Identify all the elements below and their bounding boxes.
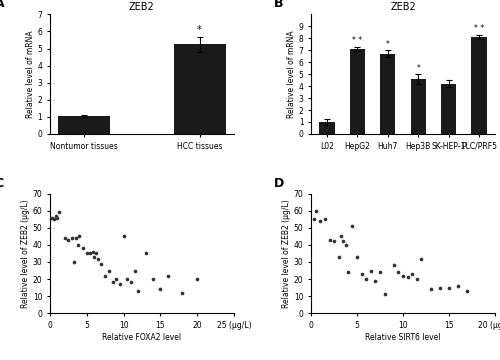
Point (101, 273, 109, 279)
Point (98, 261, 106, 266)
Text: * *: * * (474, 24, 484, 33)
Bar (320, 122, 334, 134)
Y-axis label: Relative level of mRNA: Relative level of mRNA (26, 30, 35, 118)
Point (178, 290, 186, 296)
Point (390, 262, 398, 268)
Text: D: D (274, 176, 284, 189)
Point (112, 276, 120, 282)
Y-axis label: Relative level of ZEB2 (μg/L): Relative level of ZEB2 (μg/L) (282, 199, 291, 308)
Point (418, 256, 426, 261)
Point (316, 218, 324, 224)
Point (394, 269, 402, 275)
Point (52, 213, 60, 219)
Point (334, 254, 342, 260)
Point (142, 251, 150, 256)
Point (362, 276, 370, 282)
Point (120, 234, 128, 239)
Point (127, 280, 135, 285)
Point (348, 223, 356, 229)
Point (380, 292, 388, 297)
Point (156, 287, 164, 292)
Bar (441, 84, 456, 134)
Point (408, 271, 416, 277)
Text: *: * (197, 24, 202, 35)
Point (358, 271, 366, 277)
Y-axis label: Relative level of mRNA: Relative level of mRNA (287, 30, 296, 118)
Point (108, 280, 116, 285)
Point (404, 274, 411, 280)
Point (326, 237, 334, 243)
X-axis label: Relative SIRT6 level: Relative SIRT6 level (366, 333, 441, 342)
Text: *: * (386, 40, 390, 49)
Point (55, 210, 63, 215)
Point (88, 249, 96, 255)
Point (344, 269, 352, 275)
Point (336, 234, 344, 239)
Point (310, 216, 318, 222)
Point (164, 273, 172, 279)
Point (312, 208, 320, 213)
Text: *: * (416, 64, 420, 73)
Title: ZEB2: ZEB2 (129, 2, 155, 12)
Text: C: C (0, 176, 4, 189)
Point (70, 259, 78, 265)
Point (454, 283, 462, 289)
Point (436, 285, 444, 291)
Title: ZEB2: ZEB2 (390, 2, 416, 12)
Point (79, 246, 87, 251)
Point (90, 254, 98, 260)
Point (83, 251, 91, 256)
Y-axis label: Relative level of ZEB2 (μg/L): Relative level of ZEB2 (μg/L) (21, 199, 30, 308)
Point (48, 215, 56, 220)
Bar (174, 44, 226, 134)
Text: A: A (0, 0, 4, 10)
Point (321, 216, 329, 222)
Point (86, 251, 94, 256)
Bar (472, 37, 486, 134)
Point (342, 242, 350, 248)
Point (193, 276, 201, 282)
Point (426, 287, 434, 292)
Point (372, 278, 380, 284)
Point (94, 256, 102, 261)
Point (54, 215, 62, 220)
Point (330, 239, 338, 244)
Point (399, 273, 407, 279)
Bar (380, 54, 396, 134)
Point (367, 267, 375, 273)
Point (116, 281, 124, 287)
Point (123, 276, 131, 282)
Bar (350, 49, 365, 134)
Point (105, 267, 113, 273)
Bar (58, 116, 110, 134)
Point (445, 285, 453, 291)
Point (64, 237, 72, 243)
Bar (410, 79, 426, 134)
Point (353, 254, 361, 260)
Point (72, 235, 80, 241)
Point (74, 242, 82, 248)
Point (134, 288, 142, 294)
Point (50, 216, 58, 222)
Point (130, 267, 138, 273)
Point (340, 239, 347, 244)
Point (149, 276, 157, 282)
Point (92, 251, 100, 256)
Point (68, 235, 76, 241)
X-axis label: Relative FOXA2 level: Relative FOXA2 level (102, 333, 182, 342)
Point (60, 235, 68, 241)
Point (413, 276, 421, 282)
Text: B: B (274, 0, 284, 10)
Point (76, 234, 84, 239)
Point (464, 288, 471, 294)
Text: * *: * * (352, 36, 362, 45)
Point (376, 269, 384, 275)
